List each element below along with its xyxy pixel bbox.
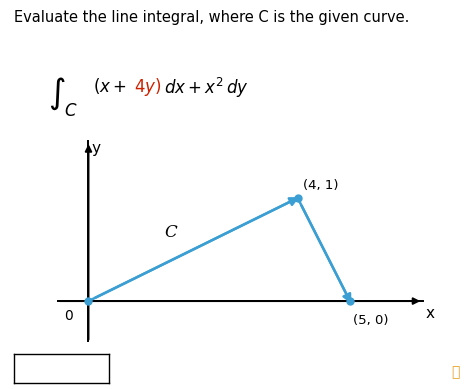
Text: ⓘ: ⓘ bbox=[451, 365, 459, 379]
Text: $(x + $: $(x + $ bbox=[93, 76, 127, 96]
Text: C: C bbox=[164, 224, 177, 241]
Text: (5, 0): (5, 0) bbox=[353, 314, 388, 328]
Text: $4y)$: $4y)$ bbox=[134, 76, 162, 98]
Text: y: y bbox=[91, 141, 100, 156]
Text: (4, 1): (4, 1) bbox=[303, 179, 338, 192]
Text: x: x bbox=[426, 306, 435, 321]
Text: Evaluate the line integral, where C is the given curve.: Evaluate the line integral, where C is t… bbox=[14, 10, 410, 25]
Text: 0: 0 bbox=[64, 309, 73, 323]
Text: $dx + x^2\,dy$: $dx + x^2\,dy$ bbox=[164, 76, 249, 100]
Text: $\int_C$: $\int_C$ bbox=[48, 76, 78, 119]
